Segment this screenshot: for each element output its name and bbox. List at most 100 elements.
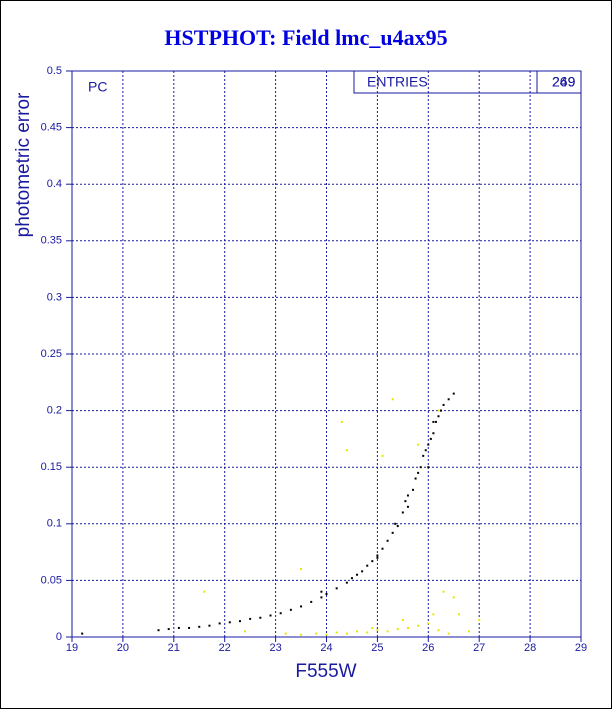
stats-label: ENTRIES: [367, 74, 428, 90]
point: [396, 525, 399, 528]
point: [259, 616, 262, 619]
point: [419, 466, 422, 469]
point: [427, 622, 430, 625]
point: [320, 590, 323, 593]
point: [457, 613, 460, 616]
point: [315, 632, 318, 635]
point: [228, 621, 231, 624]
point: [366, 631, 369, 634]
point: [447, 632, 450, 635]
point: [371, 560, 374, 563]
point: [427, 443, 430, 446]
point: [381, 454, 384, 457]
x-tick-label: 22: [219, 642, 231, 654]
point: [424, 449, 427, 452]
point: [404, 500, 407, 503]
point: [345, 632, 348, 635]
point: [325, 633, 328, 636]
point: [340, 420, 343, 423]
point: [447, 398, 450, 401]
point: [361, 570, 364, 573]
y-tick-label: 0.45: [41, 122, 62, 134]
point: [376, 629, 379, 632]
point: [203, 590, 206, 593]
point: [452, 392, 455, 395]
point: [391, 531, 394, 534]
x-tick-label: 29: [575, 642, 587, 654]
point: [177, 626, 180, 629]
point: [432, 420, 435, 423]
point: [289, 608, 292, 611]
x-tick-label: 20: [117, 642, 129, 654]
y-tick-label: 0.25: [41, 348, 62, 360]
y-tick-label: 0.4: [47, 178, 62, 190]
point: [386, 630, 389, 633]
point: [417, 471, 420, 474]
point: [157, 629, 160, 632]
point: [452, 596, 455, 599]
point: [188, 626, 191, 629]
x-tick-label: 26: [422, 642, 434, 654]
panel-label: PC: [88, 79, 107, 95]
stats-value: 269: [552, 74, 576, 90]
point: [442, 403, 445, 406]
point: [300, 568, 303, 571]
point: [249, 617, 252, 620]
point: [432, 613, 435, 616]
point: [284, 632, 287, 635]
x-tick-label: 25: [371, 642, 383, 654]
point: [218, 622, 221, 625]
point: [381, 547, 384, 550]
x-tick-label: 24: [320, 642, 332, 654]
point: [279, 612, 282, 615]
stats-value: 249: [552, 74, 576, 90]
point: [437, 415, 440, 418]
point: [427, 466, 430, 469]
point: [406, 505, 409, 508]
point: [198, 625, 201, 628]
point: [335, 587, 338, 590]
point: [478, 619, 481, 622]
point: [345, 581, 348, 584]
x-tick-label: 28: [524, 642, 536, 654]
chart-title: HSTPHOT: Field lmc_u4ax95: [164, 25, 447, 50]
x-axis-label: F555W: [295, 661, 356, 682]
point: [386, 539, 389, 542]
x-tick-label: 21: [168, 642, 180, 654]
point: [422, 454, 425, 457]
point: [401, 619, 404, 622]
point: [300, 605, 303, 608]
point: [434, 420, 437, 423]
point: [310, 600, 313, 603]
point: [320, 596, 323, 599]
point: [437, 409, 440, 412]
stats-box: [353, 70, 582, 94]
point: [238, 620, 241, 623]
point: [244, 630, 247, 633]
point: [350, 577, 353, 580]
y-tick-label: 0.15: [41, 461, 62, 473]
x-tick-label: 19: [66, 642, 78, 654]
point: [376, 556, 379, 559]
point: [300, 633, 303, 636]
point: [442, 590, 445, 593]
point: [429, 437, 432, 440]
y-tick-label: 0.3: [47, 291, 62, 303]
point: [406, 494, 409, 497]
y-tick-label: 0.1: [47, 518, 62, 530]
y-axis-label: photometric error: [13, 92, 34, 237]
point: [396, 628, 399, 631]
point: [366, 564, 369, 567]
x-tick-label: 27: [473, 642, 485, 654]
point: [432, 432, 435, 435]
point: [167, 628, 170, 631]
point: [417, 443, 420, 446]
point: [81, 632, 84, 635]
point: [356, 573, 359, 576]
point: [414, 477, 417, 480]
y-tick-label: 0.5: [47, 65, 62, 77]
y-tick-label: 0: [56, 631, 62, 643]
point: [335, 631, 338, 634]
point: [376, 554, 379, 557]
